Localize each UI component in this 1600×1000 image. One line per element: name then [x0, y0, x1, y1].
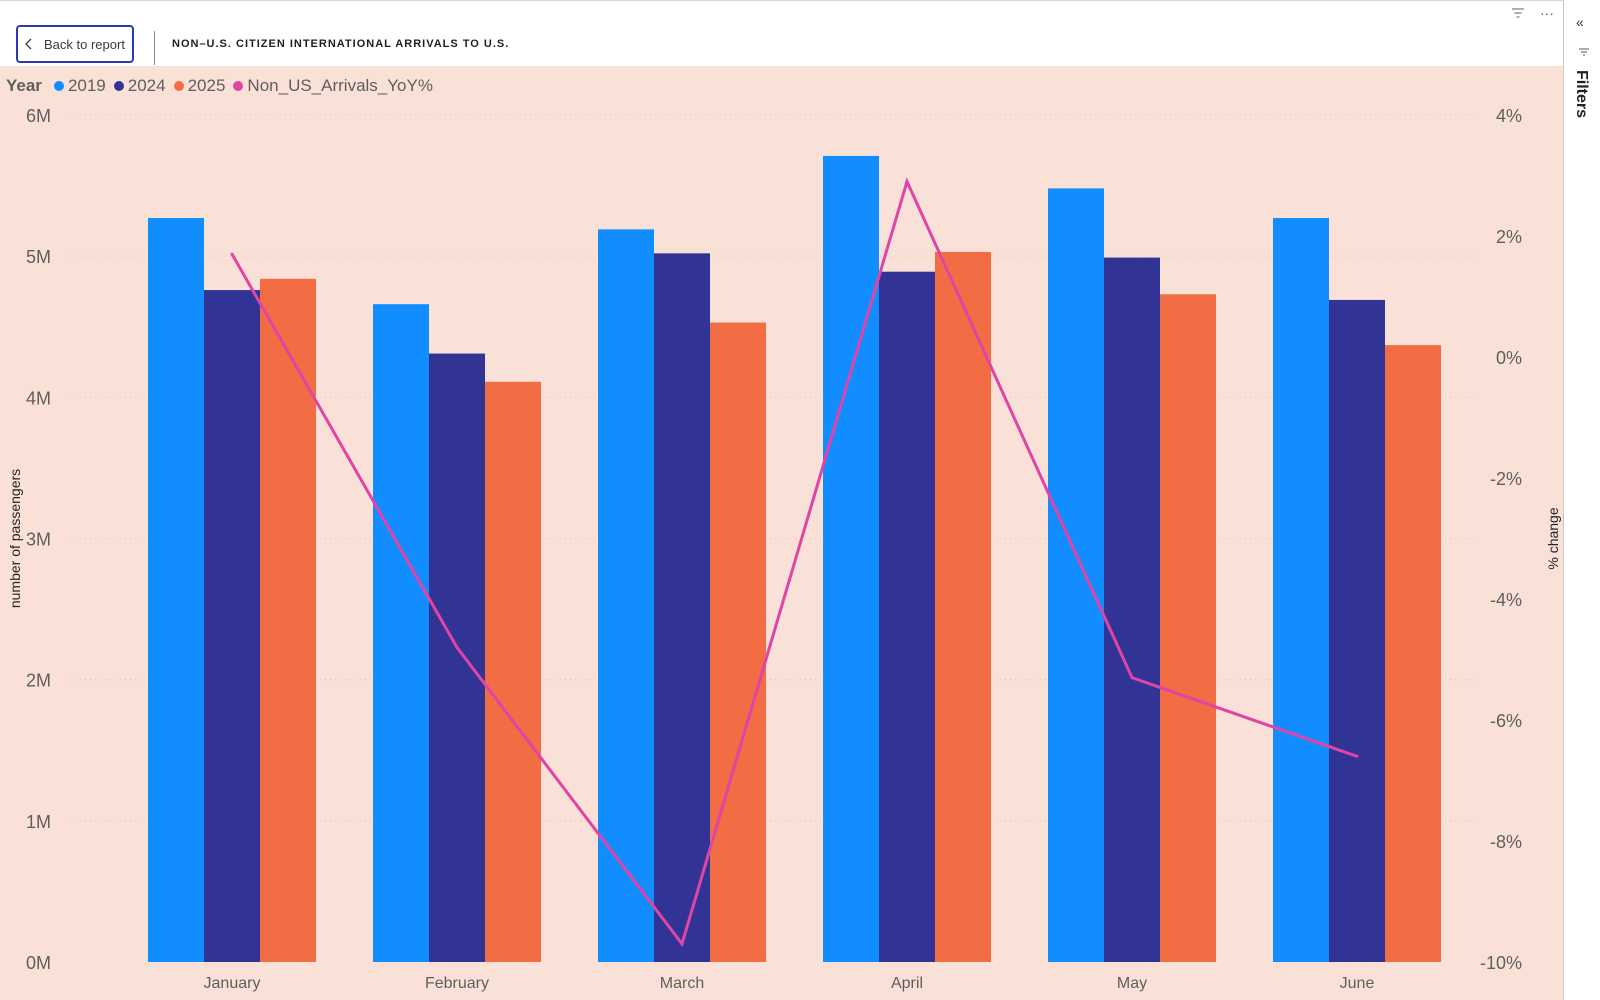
- legend-item-2025[interactable]: 2025: [173, 76, 226, 96]
- x-tick-label: February: [425, 975, 489, 992]
- x-tick-label: April: [891, 975, 923, 992]
- y-right-tick-label: 4%: [1496, 106, 1522, 126]
- y-left-tick-label: 3M: [26, 530, 51, 550]
- y-left-tick-label: 6M: [26, 106, 51, 126]
- legend-item-2019[interactable]: 2019: [53, 76, 106, 96]
- legend-dot-yoy: [233, 81, 244, 91]
- bar-2019-june: [1273, 218, 1329, 963]
- bar-2019-april: [823, 155, 879, 962]
- y-right-tick-label: -4%: [1490, 590, 1522, 610]
- yoy-point-april: [905, 180, 909, 184]
- filters-panel: « Filters: [1563, 0, 1600, 1000]
- chart-container: 0M 1M 2M 3M 4M 5M 6M -10% -8% -6% -4% -2% 0% 2% 4% numb…: [0, 66, 1563, 1000]
- yoy-point-february: [455, 645, 459, 649]
- y-left-tick-label: 4M: [26, 388, 51, 408]
- legend-label-2024: 2024: [127, 76, 166, 95]
- yoy-point-march: [680, 942, 684, 946]
- panel-filter-icon: [1579, 48, 1589, 56]
- bar-2025-february: [485, 381, 541, 962]
- filter-icon[interactable]: [1510, 7, 1526, 21]
- legend-dot-2019: [53, 81, 64, 91]
- y-left-tick-label: 0M: [26, 953, 51, 973]
- bar-2019-february: [373, 304, 429, 962]
- y-right-axis-title: % change: [1545, 507, 1561, 569]
- bar-2024-march: [654, 253, 710, 963]
- combo-chart: 0M 1M 2M 3M 4M 5M 6M -10% -8% -6% -4% -2% 0% 2% 4% numb…: [7, 106, 1561, 992]
- y-left-tick-label: 1M: [26, 812, 51, 832]
- x-tick-label: March: [660, 975, 704, 992]
- y-right-tick-label: 0%: [1496, 348, 1522, 368]
- bar-2024-january: [204, 290, 260, 963]
- bar-2025-june: [1385, 345, 1441, 962]
- back-to-report-label: Back to report: [44, 36, 125, 52]
- y-left-axis-title: number of passengers: [7, 469, 23, 608]
- legend-item-2024[interactable]: 2024: [113, 76, 166, 96]
- x-tick-label: June: [1340, 975, 1375, 992]
- legend-label-yoy: Non_US_Arrivals_YoY%: [247, 76, 433, 95]
- bar-2019-january: [148, 218, 204, 963]
- bar-2025-april: [935, 251, 991, 963]
- legend-item-yoy[interactable]: Non_US_Arrivals_YoY%: [233, 76, 433, 96]
- y-right-tick-label: -2%: [1490, 469, 1522, 489]
- legend-label-2019: 2019: [67, 76, 106, 95]
- legend-title: Year: [6, 76, 42, 95]
- bar-2025-march: [710, 322, 766, 962]
- back-to-report-button[interactable]: Back to report: [16, 25, 134, 63]
- legend-label-2025: 2025: [187, 76, 226, 95]
- bar-2025-january: [260, 278, 316, 963]
- bar-2019-may: [1048, 188, 1104, 962]
- chevron-left-icon: [22, 37, 36, 51]
- y-right-tick-label: -10%: [1480, 953, 1522, 973]
- y-left-tick-label: 2M: [26, 671, 51, 691]
- yoy-point-june: [1355, 754, 1359, 758]
- bar-2025-may: [1160, 294, 1216, 962]
- bar-2024-february: [429, 353, 485, 962]
- legend-dot-2025: [173, 81, 184, 91]
- chart-legend: Year 2019 2024 2025 Non_US_Arrivals_YoY%: [6, 76, 441, 96]
- x-tick-label: May: [1117, 975, 1147, 992]
- filters-label[interactable]: Filters: [1573, 70, 1590, 119]
- bar-2024-may: [1104, 257, 1160, 962]
- yoy-point-may: [1130, 676, 1134, 680]
- legend-dot-2024: [113, 81, 124, 91]
- yoy-point-january: [230, 252, 234, 256]
- y-right-tick-label: -6%: [1490, 711, 1522, 731]
- header-divider: [154, 31, 155, 65]
- y-right-tick-label: -8%: [1490, 832, 1522, 852]
- bar-2019-march: [598, 229, 654, 963]
- bar-2024-april: [879, 271, 935, 962]
- report-header: Back to report NON–U.S. CITIZEN INTERNAT…: [0, 0, 1563, 67]
- double-chevron-left-icon[interactable]: «: [1576, 14, 1584, 30]
- y-right-tick-label: 2%: [1496, 227, 1522, 247]
- yoy-line: [230, 177, 1358, 948]
- more-options-icon[interactable]: ···: [1540, 5, 1554, 21]
- bar-2024-june: [1329, 299, 1385, 962]
- x-tick-label: January: [204, 975, 261, 992]
- page-title: NON–U.S. CITIZEN INTERNATIONAL ARRIVALS …: [172, 38, 510, 50]
- y-left-tick-label: 5M: [26, 247, 51, 267]
